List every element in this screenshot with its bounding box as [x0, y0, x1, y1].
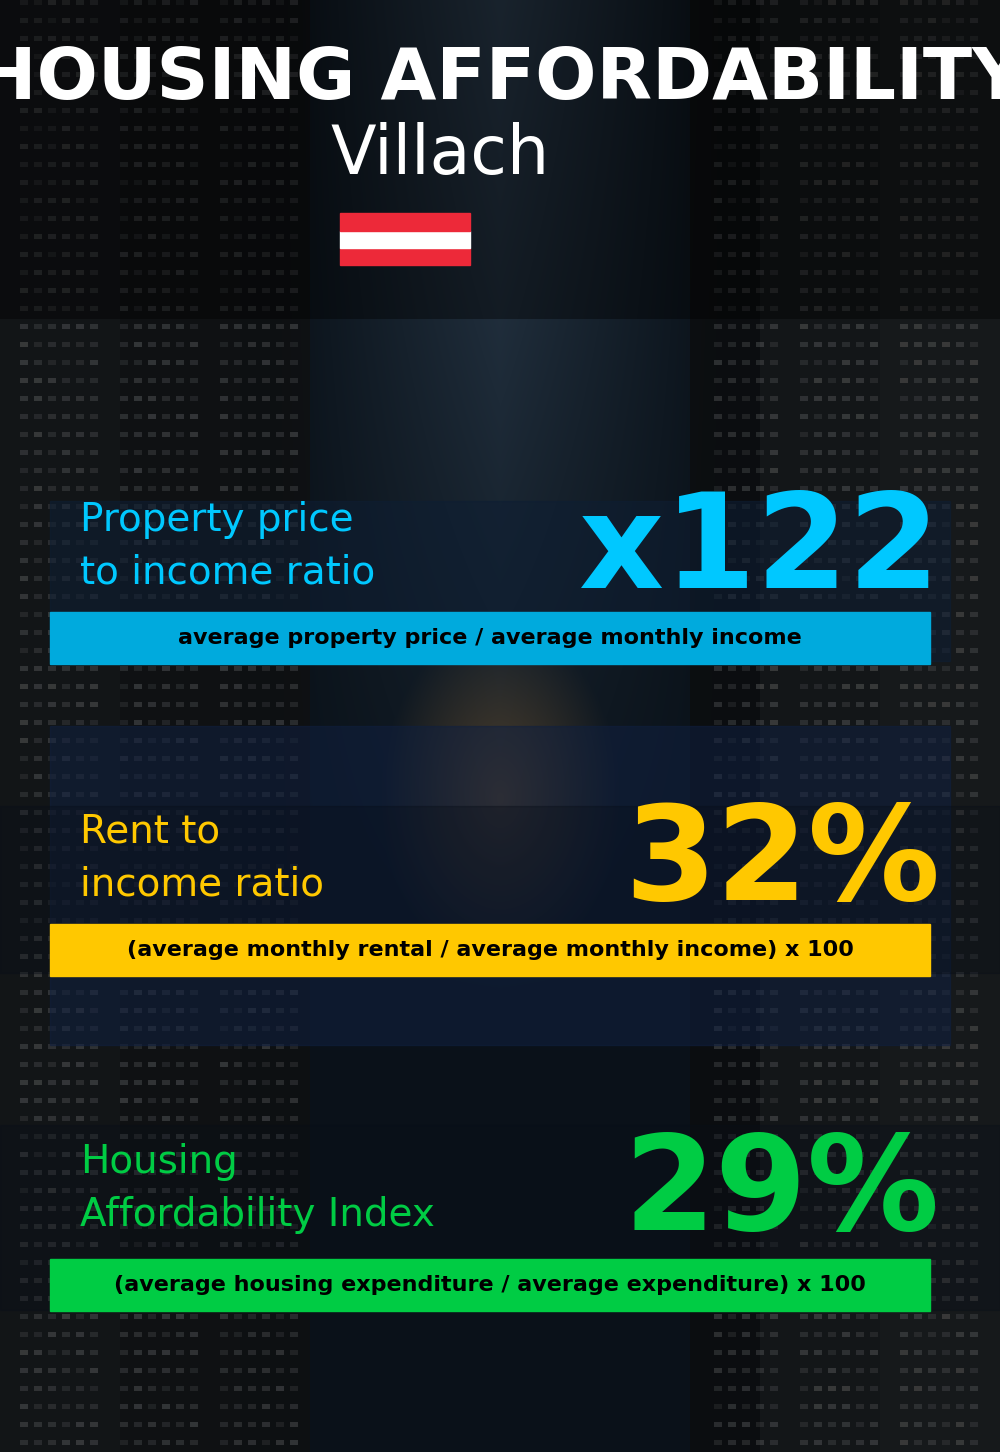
Bar	[340, 231, 470, 248]
Text: 32%: 32%	[624, 800, 940, 926]
Text: (average monthly rental / average monthly income) x 100: (average monthly rental / average monthl…	[127, 939, 853, 960]
Text: Rent to
income ratio: Rent to income ratio	[80, 813, 324, 905]
Text: Villach: Villach	[330, 122, 550, 189]
Text: average property price / average monthly income: average property price / average monthly…	[178, 627, 802, 648]
Text: Property price
to income ratio: Property price to income ratio	[80, 501, 375, 592]
Text: HOUSING AFFORDABILITY: HOUSING AFFORDABILITY	[0, 45, 1000, 115]
Bar	[50, 611, 930, 664]
Bar	[0, 1125, 1000, 1310]
Bar	[50, 923, 930, 976]
Bar	[0, 806, 1000, 973]
Text: (average housing expenditure / average expenditure) x 100: (average housing expenditure / average e…	[114, 1275, 866, 1295]
Text: x122: x122	[579, 488, 940, 614]
Text: Housing
Affordability Index: Housing Affordability Index	[80, 1143, 435, 1234]
Bar	[50, 726, 950, 1045]
Bar	[340, 213, 470, 231]
Bar	[340, 248, 470, 266]
Bar	[50, 1259, 930, 1311]
Bar	[50, 501, 950, 661]
Text: 29%: 29%	[624, 1130, 940, 1256]
